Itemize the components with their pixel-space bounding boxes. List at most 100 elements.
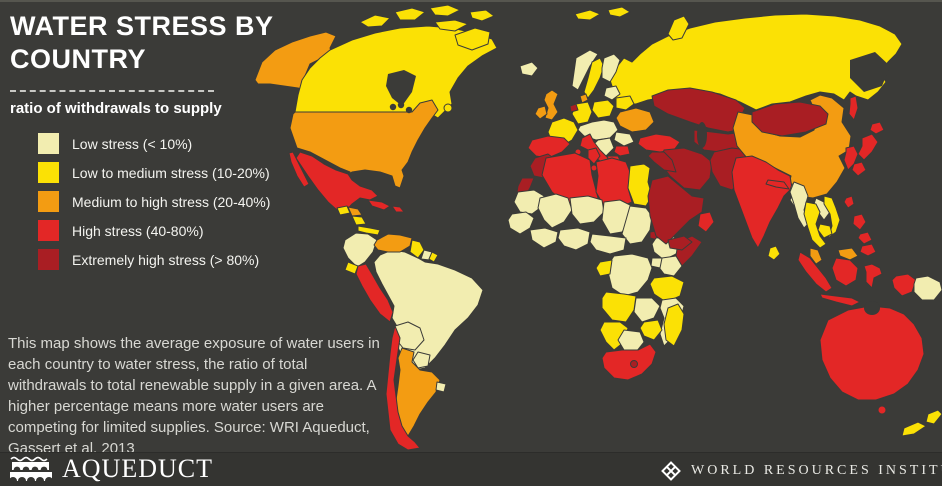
region-cuba	[367, 199, 391, 211]
region-ireland	[534, 105, 548, 120]
page-title: WATER STRESS BY COUNTRY	[10, 10, 390, 76]
legend-label: Extremely high stress (> 80%)	[72, 251, 260, 268]
region-honduras	[347, 206, 363, 217]
region-romania	[613, 131, 635, 147]
map-description: This map shows the average exposure of w…	[8, 335, 380, 457]
region-saudi-arabia	[647, 175, 705, 245]
legend-item-medium-high: Medium to high stress (20-40%)	[38, 187, 390, 216]
region-zimbabwe	[639, 319, 663, 341]
region-kalimantan	[831, 257, 859, 287]
legend: Low stress (< 10%) Low to medium stress …	[38, 129, 390, 274]
region-bulgaria	[613, 145, 631, 157]
region-svalbard	[607, 6, 631, 18]
top-highlight-line	[0, 0, 942, 2]
region-west-papua	[891, 273, 917, 297]
region-japan	[851, 161, 867, 177]
region-belarus	[615, 95, 635, 111]
aqueduct-logo: AQUEDUCT	[10, 454, 213, 484]
region-zambia	[633, 297, 661, 323]
region-japan	[869, 121, 885, 135]
region-gabon	[595, 259, 613, 277]
title-line-1: WATER STRESS BY	[10, 11, 274, 41]
region-mexico	[295, 151, 379, 213]
region-west-africa	[507, 211, 535, 235]
region-new-zealand	[925, 409, 942, 425]
region-iceland	[519, 61, 539, 77]
region-cambodia	[817, 223, 833, 239]
region-spain	[527, 135, 571, 159]
region-colombia	[342, 232, 378, 268]
region-india	[731, 155, 793, 249]
region-peru	[355, 263, 394, 323]
region-baffin-island	[454, 27, 491, 51]
great-lakes	[397, 101, 405, 109]
region-thailand	[803, 201, 827, 249]
region-mongolia	[751, 101, 829, 137]
legend-swatch-low	[38, 133, 59, 154]
great-lakes	[389, 103, 397, 111]
region-ukraine	[615, 107, 655, 133]
legend-item-low: Low stress (< 10%)	[38, 129, 390, 158]
region-denmark	[579, 93, 589, 104]
caspian-sea	[697, 122, 707, 148]
region-new-zealand	[901, 421, 927, 437]
region-finland	[601, 53, 621, 83]
region-malaysia	[809, 247, 823, 265]
region-south-africa	[601, 343, 657, 381]
region-nicaragua	[351, 215, 367, 226]
region-sweden	[583, 57, 605, 99]
region-uk	[543, 89, 559, 121]
region-newfoundland	[443, 103, 453, 113]
region-tasmania	[877, 405, 887, 415]
region-sumatra	[797, 251, 833, 293]
region-sri-lanka	[767, 245, 781, 261]
region-nigeria	[557, 227, 591, 251]
aqueduct-arches-icon	[10, 456, 52, 484]
great-lakes	[405, 106, 413, 114]
footer-bar: AQUEDUCT WORLD RESOURCES INSTITUTE	[0, 452, 942, 486]
region-guyana	[409, 239, 425, 259]
region-philippines	[852, 213, 867, 231]
region-usa	[289, 99, 439, 189]
region-japan	[857, 133, 879, 161]
region-libya	[595, 157, 633, 209]
region-lesotho	[630, 360, 638, 368]
wri-knot-icon	[661, 461, 681, 481]
legend-subtitle: ratio of withdrawals to supply	[10, 100, 222, 117]
region-norway	[571, 49, 599, 91]
region-tunisia	[587, 147, 601, 165]
legend-swatch-extremely-high	[38, 249, 59, 270]
region-iraq-syria	[647, 151, 677, 173]
region-chile	[385, 325, 421, 451]
region-guatemala	[336, 205, 351, 216]
region-cameroon-car	[589, 233, 627, 255]
region-mali	[537, 193, 573, 229]
region-taiwan	[843, 195, 855, 209]
gulf-of-carpentaria	[864, 301, 880, 315]
wri-logo-text: WORLD RESOURCES INSTITUTE	[691, 463, 942, 478]
region-costarica-panama	[357, 225, 381, 236]
region-sudan	[621, 205, 653, 245]
region-vietnam	[823, 195, 841, 239]
region-argentina	[395, 347, 441, 437]
legend-swatch-medium-high	[38, 191, 59, 212]
region-angola	[601, 291, 637, 323]
region-australia	[819, 305, 925, 401]
region-korea	[843, 145, 859, 171]
region-arctic-islands	[434, 19, 469, 32]
region-sulawesi	[863, 263, 883, 289]
sea-hudson-bay	[386, 70, 416, 106]
region-arctic-islands	[429, 4, 461, 17]
region-arctic-islands	[359, 14, 391, 28]
region-sakhalin	[848, 95, 859, 121]
region-hispaniola	[391, 205, 405, 213]
region-novaya-zemlya	[667, 15, 690, 41]
legend-label: Medium to high stress (20-40%)	[72, 193, 271, 210]
title-line-2: COUNTRY	[10, 44, 146, 74]
region-arctic-islands	[469, 9, 495, 22]
region-philippines	[857, 231, 873, 245]
legend-swatch-high	[38, 220, 59, 241]
region-nepal	[765, 179, 790, 190]
